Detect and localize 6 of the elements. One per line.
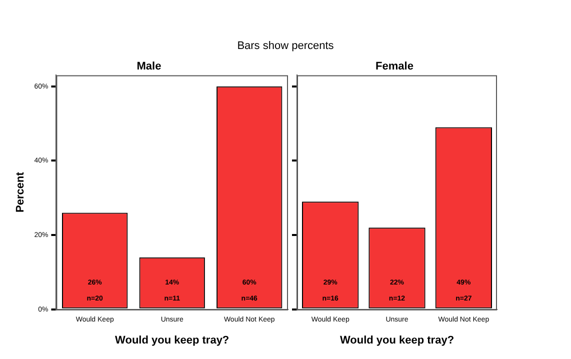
text: Bars show percents: [236, 40, 335, 52]
y-axis-title: Percent: [14, 172, 27, 212]
x-axis-title: Would you keep tray?: [115, 334, 230, 346]
chart-title: Male: [136, 60, 162, 73]
x-axis-title: Would you keep tray?: [340, 334, 454, 346]
chart-title: Female: [376, 60, 414, 73]
